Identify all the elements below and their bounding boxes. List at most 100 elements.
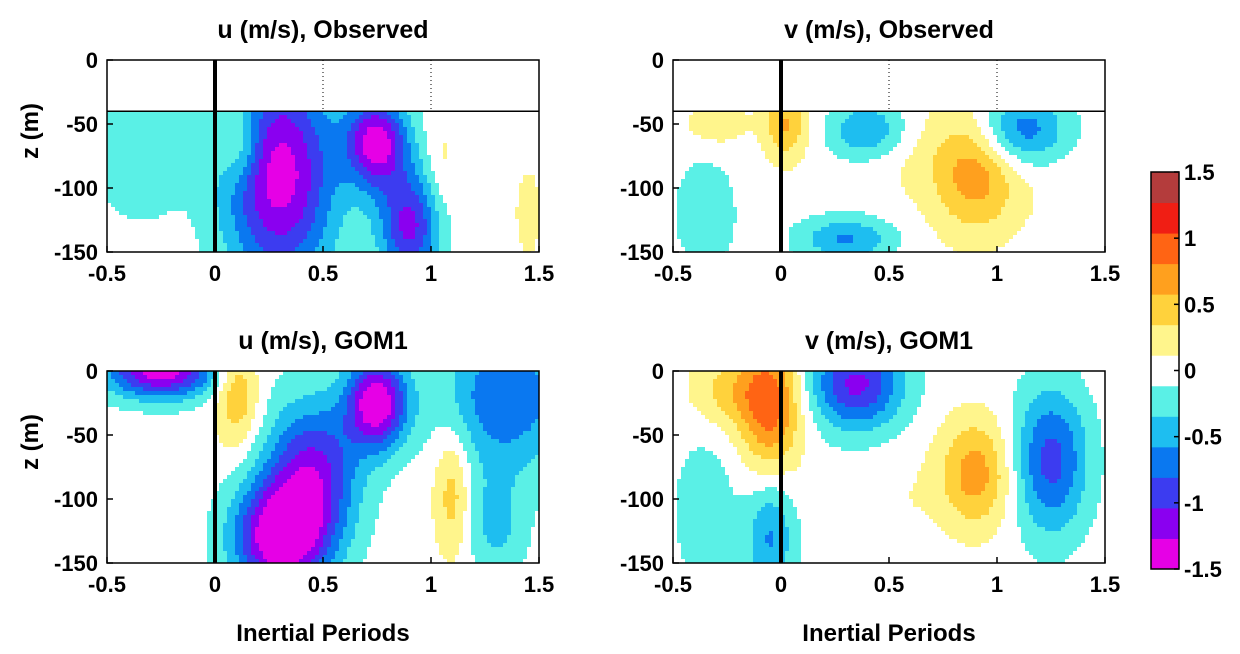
field-cell xyxy=(375,143,380,148)
field-cell xyxy=(681,111,686,116)
field-cell xyxy=(183,151,188,156)
field-cell xyxy=(1037,135,1042,140)
field-cell xyxy=(235,111,240,116)
field-cell xyxy=(259,179,264,184)
field-cell xyxy=(451,215,456,220)
field-cell xyxy=(399,227,404,232)
field-cell xyxy=(311,115,316,120)
field-cell xyxy=(251,119,256,124)
field-cell xyxy=(869,135,874,140)
field-cell xyxy=(893,131,898,136)
field-cell xyxy=(127,139,132,144)
field-cell xyxy=(219,111,224,116)
field-cell xyxy=(155,227,160,232)
field-cell xyxy=(239,231,244,236)
field-cell xyxy=(311,239,316,244)
field-cell xyxy=(399,171,404,176)
field-cell xyxy=(323,135,328,140)
field-cell xyxy=(989,111,994,116)
field-cell xyxy=(183,183,188,188)
field-cell xyxy=(315,139,320,144)
field-cell xyxy=(391,127,396,132)
field-cell xyxy=(399,119,404,124)
field-cell xyxy=(163,143,168,148)
field-cell xyxy=(243,135,248,140)
field-cell xyxy=(1045,143,1050,148)
field-cell xyxy=(367,203,372,208)
field-cell xyxy=(515,159,520,164)
field-cell xyxy=(139,147,144,152)
field-cell xyxy=(403,243,408,248)
field-cell xyxy=(339,167,344,172)
field-cell xyxy=(171,199,176,204)
field-cell xyxy=(427,235,432,240)
field-cell xyxy=(897,111,902,116)
field-cell xyxy=(115,115,120,120)
field-cell xyxy=(677,127,682,132)
field-cell xyxy=(527,123,532,128)
field-cell xyxy=(155,179,160,184)
field-cell xyxy=(411,175,416,180)
field-cell xyxy=(953,135,958,140)
field-cell xyxy=(347,159,352,164)
field-cell xyxy=(139,131,144,136)
field-cell xyxy=(809,135,814,140)
field-cell xyxy=(869,131,874,136)
field-cell xyxy=(857,115,862,120)
field-cell xyxy=(231,207,236,212)
field-cell xyxy=(391,139,396,144)
field-cell xyxy=(259,187,264,192)
field-cell xyxy=(251,179,256,184)
field-cell xyxy=(147,187,152,192)
field-cell xyxy=(167,115,172,120)
field-cell xyxy=(147,171,152,176)
field-cell xyxy=(443,219,448,224)
field-cell xyxy=(479,131,484,136)
field-cell xyxy=(151,115,156,120)
field-cell xyxy=(263,219,268,224)
field-cell xyxy=(403,119,408,124)
field-cell xyxy=(175,167,180,172)
field-cell xyxy=(123,179,128,184)
field-cell xyxy=(853,127,858,132)
field-cell xyxy=(443,231,448,236)
field-cell xyxy=(391,155,396,160)
field-cell xyxy=(327,135,332,140)
field-cell xyxy=(335,211,340,216)
field-cell xyxy=(757,115,762,120)
field-cell xyxy=(239,199,244,204)
field-cell xyxy=(291,239,296,244)
field-cell xyxy=(797,119,802,124)
field-cell xyxy=(451,123,456,128)
field-cell xyxy=(123,207,128,212)
field-cell xyxy=(913,111,918,116)
field-cell xyxy=(231,175,236,180)
field-cell xyxy=(451,191,456,196)
field-cell xyxy=(419,247,424,252)
field-cell xyxy=(499,139,504,144)
field-cell xyxy=(391,223,396,228)
field-cell xyxy=(355,151,360,156)
field-cell xyxy=(163,219,168,224)
field-cell xyxy=(175,207,180,212)
field-cell xyxy=(427,171,432,176)
field-cell xyxy=(363,147,368,152)
field-cell xyxy=(179,159,184,164)
field-cell xyxy=(299,143,304,148)
field-cell xyxy=(977,123,982,128)
field-cell xyxy=(303,199,308,204)
field-cell xyxy=(443,207,448,212)
field-cell xyxy=(989,147,994,152)
field-cell xyxy=(227,143,232,148)
field-cell xyxy=(531,111,536,116)
field-cell xyxy=(191,243,196,248)
field-cell xyxy=(135,167,140,172)
field-cell xyxy=(435,175,440,180)
field-cell xyxy=(183,159,188,164)
field-cell xyxy=(179,179,184,184)
field-cell xyxy=(131,219,136,224)
field-cell xyxy=(183,223,188,228)
field-cell xyxy=(407,127,412,132)
field-cell xyxy=(315,127,320,132)
field-cell xyxy=(207,235,212,240)
